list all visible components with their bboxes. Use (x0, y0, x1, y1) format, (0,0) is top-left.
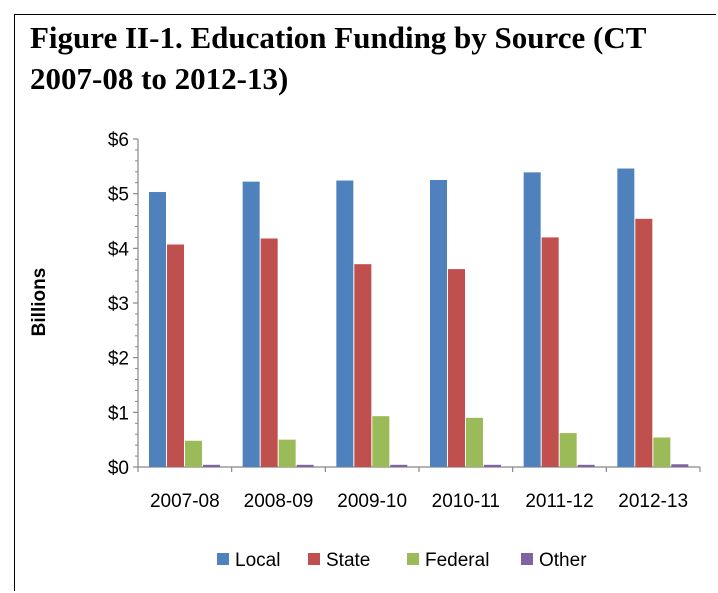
y-tick-label: $5 (108, 185, 129, 206)
bar-state-2009-10 (354, 264, 372, 467)
y-tick-label: $6 (108, 130, 129, 151)
bar-state-2010-11 (448, 269, 465, 467)
x-tick-label: 2009-10 (337, 491, 407, 512)
bar-local-2012-13 (617, 168, 635, 467)
bar-state-2007-08 (167, 244, 184, 467)
legend-label-federal: Federal (425, 550, 489, 571)
bar-local-2008-09 (242, 181, 260, 467)
y-tick-label: $2 (108, 349, 129, 370)
legend-swatch-other (521, 553, 533, 565)
bar-federal-2009-10 (372, 416, 390, 467)
legend-swatch-state (308, 553, 320, 565)
y-tick-label: $3 (108, 294, 129, 315)
bar-federal-2012-13 (653, 437, 671, 467)
legend-swatch-federal (407, 553, 419, 565)
bar-local-2009-10 (336, 180, 354, 467)
x-ticks: 2007-08 2008-09 2009-10 2010-11 2011-12 2012-… (137, 467, 701, 512)
x-tick-label: 2010-11 (432, 491, 500, 512)
legend: Local State Federal Other (217, 550, 587, 571)
bar-other-2007-08 (203, 464, 220, 467)
y-tick-label: $4 (108, 239, 130, 260)
bar-federal-2007-08 (185, 440, 202, 467)
y-axis-label: Billions (29, 268, 50, 337)
bar-state-2011-12 (541, 237, 559, 467)
chart-title: Figure II-1. Education Funding by Source… (30, 20, 646, 96)
bar-other-2008-09 (296, 464, 314, 467)
bar-other-2012-13 (671, 464, 689, 467)
x-tick-label: 2008-09 (244, 491, 314, 512)
legend-label-local: Local (235, 550, 280, 571)
bar-local-2007-08 (149, 192, 166, 467)
x-tick-label: 2011-12 (525, 491, 593, 512)
bar-state-2012-13 (635, 218, 653, 467)
bar-other-2010-11 (484, 464, 501, 467)
legend-label-state: State (326, 550, 370, 571)
x-tick-label: 2012-13 (618, 491, 688, 512)
bar-local-2011-12 (523, 172, 541, 467)
x-tick-label: 2007-08 (150, 491, 220, 512)
chart-frame (14, 14, 716, 591)
legend-label-other: Other (539, 550, 587, 571)
bar-state-2008-09 (260, 238, 278, 467)
bar-federal-2008-09 (278, 439, 296, 467)
legend-swatch-local (217, 553, 229, 565)
bar-other-2009-10 (390, 464, 408, 467)
y-tick-label: $0 (108, 458, 129, 479)
y-ticks: $0 $1 $2 $3 $4 $5 $6 (108, 130, 138, 479)
bar-federal-2011-12 (559, 433, 577, 467)
bars (149, 168, 689, 467)
bar-federal-2010-11 (466, 417, 483, 467)
axes (137, 139, 700, 468)
bar-local-2010-11 (430, 180, 447, 467)
y-tick-label: $1 (108, 403, 129, 424)
bar-other-2011-12 (577, 464, 595, 467)
